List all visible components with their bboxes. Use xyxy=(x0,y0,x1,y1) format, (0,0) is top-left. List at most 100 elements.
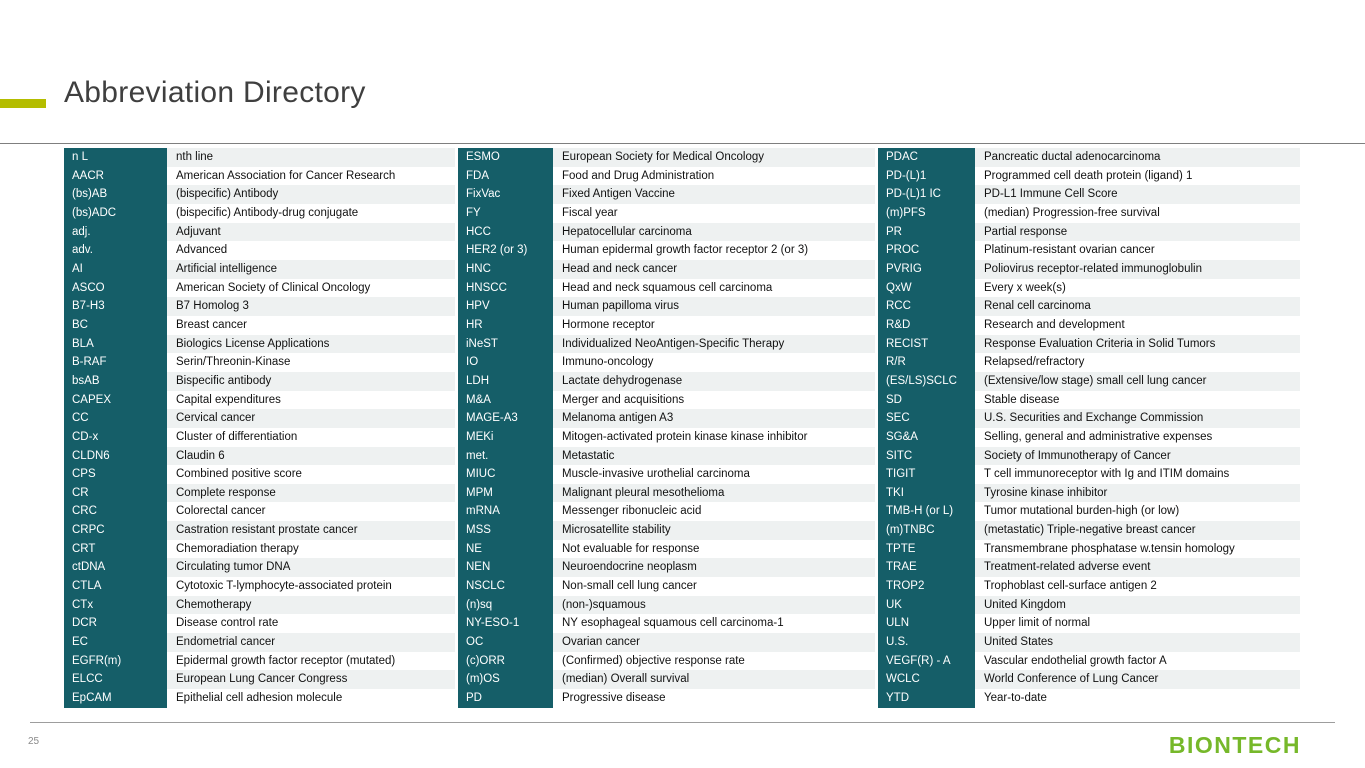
abbreviation-cell: HCC xyxy=(458,222,553,242)
abbreviation-cell: NE xyxy=(458,539,553,559)
abbreviation-cell: YTD xyxy=(878,689,975,708)
table-row: RCC Renal cell carcinoma xyxy=(878,297,1300,316)
definition-cell: Fixed Antigen Vaccine xyxy=(553,185,875,204)
abbreviation-cell: CRC xyxy=(64,502,167,522)
abbreviation-cell: CD-x xyxy=(64,427,167,447)
abbreviation-cell: DCR xyxy=(64,614,167,634)
abbreviation-cell: EGFR(m) xyxy=(64,651,167,671)
table-row: ASCO American Society of Clinical Oncolog… xyxy=(64,278,455,298)
table-row: NSCLC Non-small cell lung cancer xyxy=(458,577,875,596)
biontech-logo: BIONTECH xyxy=(1168,732,1301,758)
definition-cell: B7 Homolog 3 xyxy=(167,297,455,316)
table-row: CAPEX Capital expenditures xyxy=(64,390,455,410)
abbreviation-cell: MAGE-A3 xyxy=(458,409,553,428)
table-row: CTLA Cytotoxic T-lymphocyte-associated pr… xyxy=(64,577,455,596)
definition-cell: Chemoradiation therapy xyxy=(167,539,455,559)
abbr-column: ESMO European Society for Medical Oncolog… xyxy=(458,148,875,708)
abbreviation-cell: PD-(L)1 xyxy=(878,166,975,186)
abbreviation-cell: (m)TNBC xyxy=(878,521,975,540)
abbreviation-cell: MPM xyxy=(458,483,553,503)
abbreviation-cell: TMB-H (or L) xyxy=(878,502,975,522)
abbreviation-cell: SEC xyxy=(878,409,975,428)
abbreviation-cell: TIGIT xyxy=(878,465,975,484)
abbreviation-cell: EpCAM xyxy=(64,689,167,708)
definition-cell: Epidermal growth factor receptor (mutate… xyxy=(167,651,455,671)
table-row: MIUC Muscle-invasive urothelial carcinoma xyxy=(458,465,875,484)
abbreviation-cell: BC xyxy=(64,315,167,335)
definition-cell: Hormone receptor xyxy=(553,315,875,335)
definition-cell: Fiscal year xyxy=(553,203,875,223)
definition-cell: Tumor mutational burden-high (or low) xyxy=(975,502,1300,522)
definition-cell: (Extensive/low stage) small cell lung ca… xyxy=(975,371,1300,391)
abbreviation-cell: MIUC xyxy=(458,465,553,484)
definition-cell: NY esophageal squamous cell carcinoma-1 xyxy=(553,614,875,634)
table-row: R&D Research and development xyxy=(878,315,1300,335)
table-row: B-RAF Serin/Threonin-Kinase xyxy=(64,353,455,372)
definition-cell: (bispecific) Antibody-drug conjugate xyxy=(167,203,455,223)
table-row: (m)PFS (median) Progression-free survival xyxy=(878,203,1300,223)
table-row: adv. Advanced xyxy=(64,241,455,260)
table-row: PD Progressive disease xyxy=(458,689,875,708)
definition-cell: Programmed cell death protein (ligand) 1 xyxy=(975,166,1300,186)
abbreviation-cell: VEGF(R) - A xyxy=(878,651,975,671)
abbreviation-cell: CPS xyxy=(64,465,167,484)
definition-cell: Endometrial cancer xyxy=(167,633,455,652)
table-row: ESMO European Society for Medical Oncolog… xyxy=(458,148,875,167)
definition-cell: Pancreatic ductal adenocarcinoma xyxy=(975,148,1300,167)
definition-cell: U.S. Securities and Exchange Commission xyxy=(975,409,1300,428)
definition-cell: Progressive disease xyxy=(553,689,875,708)
table-row: PD-(L)1 IC PD-L1 Immune Cell Score xyxy=(878,185,1300,204)
abbreviation-cell: U.S. xyxy=(878,633,975,652)
definition-cell: European Society for Medical Oncology xyxy=(553,148,875,167)
table-row: NE Not evaluable for response xyxy=(458,539,875,559)
table-row: QxW Every x week(s) xyxy=(878,278,1300,298)
table-row: NEN Neuroendocrine neoplasm xyxy=(458,558,875,578)
abbreviation-cell: FixVac xyxy=(458,185,553,204)
table-row: CLDN6 Claudin 6 xyxy=(64,446,455,466)
abbreviation-cell: HPV xyxy=(458,297,553,316)
definition-cell: Cytotoxic T-lymphocyte-associated protei… xyxy=(167,577,455,596)
table-row: (n)sq (non-)squamous xyxy=(458,595,875,615)
definition-cell: Circulating tumor DNA xyxy=(167,558,455,578)
definition-cell: Response Evaluation Criteria in Solid Tu… xyxy=(975,334,1300,354)
abbreviation-cell: iNeST xyxy=(458,334,553,354)
abbreviation-cell: adj. xyxy=(64,222,167,242)
abbreviation-cell: HR xyxy=(458,315,553,335)
abbreviation-cell: HER2 (or 3) xyxy=(458,241,553,260)
table-row: PVRIG Poliovirus receptor-related immunog… xyxy=(878,259,1300,279)
definition-cell: Poliovirus receptor-related immunoglobul… xyxy=(975,259,1300,279)
definition-cell: Vascular endothelial growth factor A xyxy=(975,651,1300,671)
table-row: (ES/LS)SCLC (Extensive/low stage) small c… xyxy=(878,371,1300,391)
abbreviation-cell: TPTE xyxy=(878,539,975,559)
definition-cell: Microsatellite stability xyxy=(553,521,875,540)
abbreviation-cell: TROP2 xyxy=(878,577,975,596)
table-row: R/R Relapsed/refractory xyxy=(878,353,1300,372)
table-row: B7-H3 B7 Homolog 3 xyxy=(64,297,455,316)
abbreviation-cell: (n)sq xyxy=(458,595,553,615)
abbreviation-cell: ESMO xyxy=(458,148,553,167)
table-row: M&A Merger and acquisitions xyxy=(458,390,875,410)
table-row: ctDNA Circulating tumor DNA xyxy=(64,558,455,578)
definition-cell: Individualized NeoAntigen-Specific Thera… xyxy=(553,334,875,354)
table-row: U.S. United States xyxy=(878,633,1300,652)
title-accent-bar xyxy=(0,99,46,108)
table-row: AI Artificial intelligence xyxy=(64,259,455,279)
definition-cell: World Conference of Lung Cancer xyxy=(975,670,1300,690)
abbreviation-cell: RECIST xyxy=(878,334,975,354)
table-row: TIGIT T cell immunoreceptor with Ig and I… xyxy=(878,465,1300,484)
definition-cell: Chemotherapy xyxy=(167,595,455,615)
definition-cell: Renal cell carcinoma xyxy=(975,297,1300,316)
abbreviation-cell: OC xyxy=(458,633,553,652)
abbreviation-cell: PROC xyxy=(878,241,975,260)
table-row: FDA Food and Drug Administration xyxy=(458,166,875,186)
definition-cell: Human epidermal growth factor receptor 2… xyxy=(553,241,875,260)
table-row: SITC Society of Immunotherapy of Cancer xyxy=(878,446,1300,466)
table-row: bsAB Bispecific antibody xyxy=(64,371,455,391)
abbreviation-cell: TKI xyxy=(878,483,975,503)
abbreviation-cell: (bs)ADC xyxy=(64,203,167,223)
abbreviation-cell: EC xyxy=(64,633,167,652)
page-number: 25 xyxy=(28,736,40,747)
table-row: CRPC Castration resistant prostate cancer xyxy=(64,521,455,540)
table-row: ULN Upper limit of normal xyxy=(878,614,1300,634)
table-row: (m)TNBC (metastatic) Triple-negative brea… xyxy=(878,521,1300,540)
